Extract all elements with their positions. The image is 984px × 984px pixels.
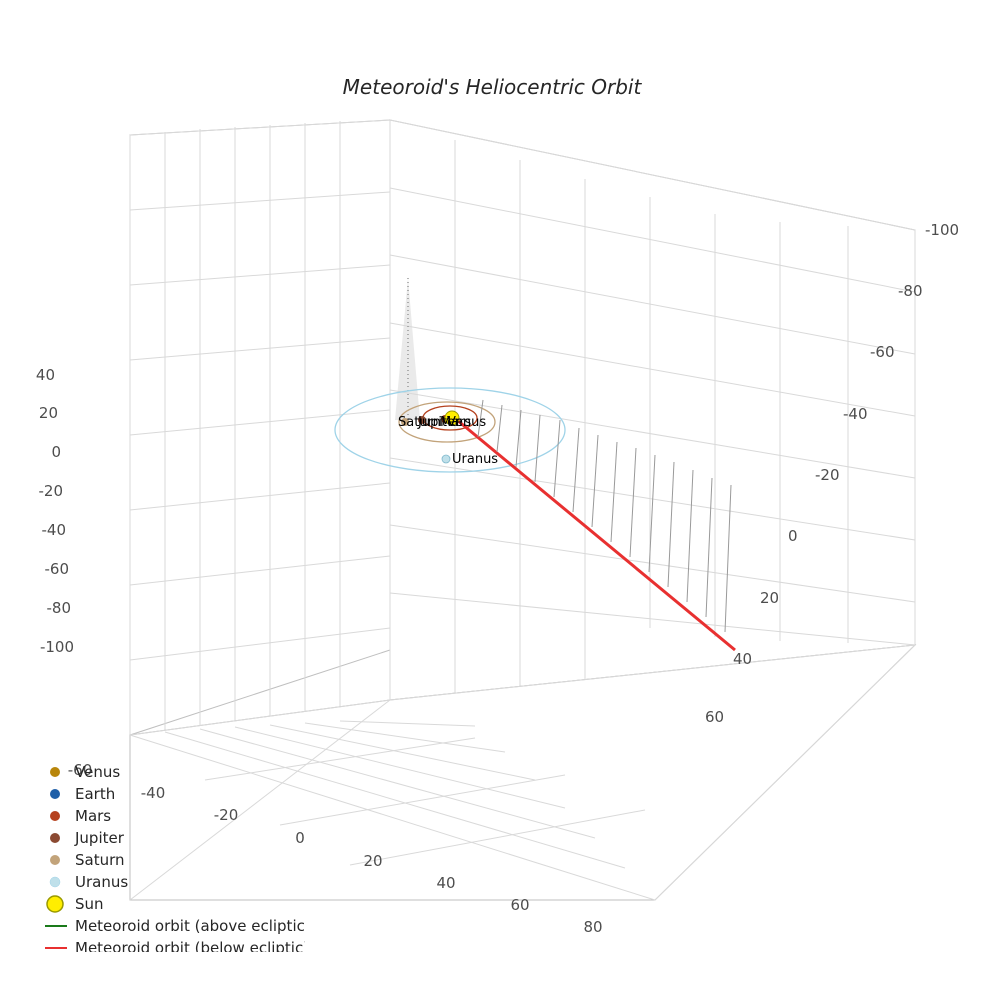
legend-saturn-label[interactable]: Saturn	[75, 851, 125, 869]
legend-sun-label[interactable]: Sun	[75, 895, 104, 913]
uranus-dot[interactable]	[442, 455, 450, 463]
legend-uranus-icon	[50, 877, 60, 887]
svg-text:40: 40	[36, 366, 55, 384]
legend-jupiter-label[interactable]: Jupiter	[74, 829, 125, 847]
venus-label: Venus	[447, 415, 486, 430]
svg-text:-20: -20	[815, 466, 840, 484]
svg-text:0: 0	[788, 527, 798, 545]
back-left-wall	[130, 120, 390, 735]
legend-venus-icon	[50, 767, 60, 777]
legend-uranus-label[interactable]: Uranus	[75, 873, 128, 891]
svg-text:-20: -20	[39, 482, 64, 500]
legend-jupiter-icon	[50, 833, 60, 843]
svg-text:-40: -40	[843, 405, 868, 423]
svg-text:-100: -100	[40, 638, 74, 656]
svg-text:-100: -100	[925, 221, 959, 239]
legend-below-ecliptic-label[interactable]: Meteoroid orbit (below ecliptic)	[75, 939, 305, 952]
legend-earth-label[interactable]: Earth	[75, 785, 115, 803]
legend-above-ecliptic-label[interactable]: Meteoroid orbit (above ecliptic)	[75, 917, 305, 935]
svg-text:40: 40	[733, 650, 752, 668]
legend-sun-icon	[47, 896, 63, 912]
legend-saturn-icon	[50, 855, 60, 865]
uranus-label: Uranus	[452, 452, 498, 467]
legend-venus-label[interactable]: Venus	[75, 763, 120, 781]
svg-text:80: 80	[583, 918, 602, 936]
svg-text:0: 0	[51, 443, 61, 461]
svg-text:-60: -60	[870, 343, 895, 361]
svg-text:-60: -60	[45, 560, 70, 578]
legend-mars-label[interactable]: Mars	[75, 807, 111, 825]
svg-text:-80: -80	[47, 599, 72, 617]
svg-text:60: 60	[705, 708, 724, 726]
legend-earth-icon	[50, 789, 60, 799]
svg-text:-80: -80	[898, 282, 923, 300]
plot-window: Meteoroid's Heliocentric Orbit	[0, 0, 984, 984]
svg-text:20: 20	[363, 852, 382, 870]
svg-text:60: 60	[510, 896, 529, 914]
svg-text:-40: -40	[42, 521, 67, 539]
legend-mars-icon	[50, 811, 60, 821]
svg-text:20: 20	[39, 404, 58, 422]
z-axis-labels: 40 20 0 -20 -40 -60 -80 -100	[36, 366, 74, 656]
svg-text:20: 20	[760, 589, 779, 607]
legend-items[interactable]: Venus Earth Mars Jupiter Saturn Uranus S…	[45, 763, 305, 952]
svg-text:40: 40	[436, 874, 455, 892]
legend-svg: Venus Earth Mars Jupiter Saturn Uranus S…	[45, 762, 305, 952]
